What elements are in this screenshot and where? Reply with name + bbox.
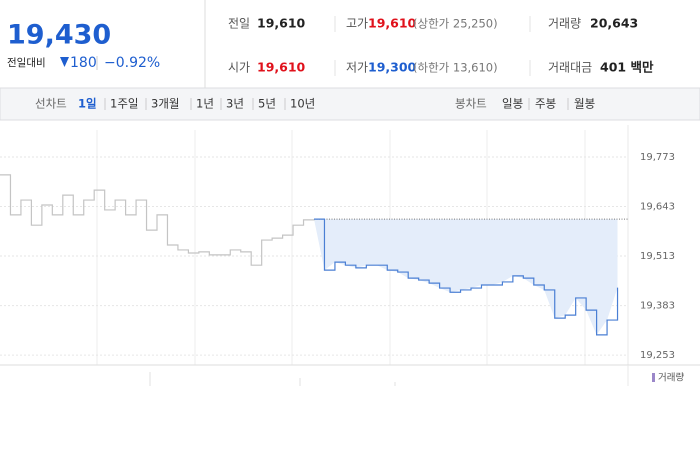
tab[interactable]: 3년 [226, 97, 244, 111]
limit: (하한가 13,610) [413, 61, 498, 75]
stat-value: 19,610 [257, 16, 306, 31]
tab[interactable]: 1일 [78, 97, 97, 111]
stat-label: 거래량 [548, 17, 581, 31]
y-tick-label: 19,513 [640, 251, 675, 262]
legend-label: 거래량 [658, 372, 684, 384]
change-rate: −0.92% [104, 55, 160, 71]
tab[interactable]: 10년 [290, 97, 315, 111]
y-tick-label: 19,383 [640, 301, 675, 312]
price-line [314, 218, 619, 336]
change-label: 전일대비 [7, 56, 46, 69]
tab-bar [0, 87, 700, 121]
tab[interactable]: 일봉 [502, 97, 523, 111]
stat-label: 거래대금 [548, 61, 592, 75]
stat-value: 401 백만 [600, 60, 654, 75]
tab[interactable]: 1주일 [110, 97, 138, 111]
area-fill [314, 219, 618, 335]
price-line [0, 174, 315, 266]
tab-group-label: 선차트 [35, 97, 67, 111]
y-tick-label: 19,643 [640, 202, 675, 213]
stat-value: 19,300 [368, 60, 417, 75]
tab[interactable]: 5년 [258, 97, 276, 111]
limit: (상한가 25,250) [413, 17, 498, 31]
tab[interactable]: 3개월 [151, 97, 179, 111]
change: 180 [70, 55, 97, 71]
tab[interactable]: 1년 [196, 97, 214, 111]
y-tick-label: 19,773 [640, 152, 675, 163]
stat-label: 시가 [228, 61, 250, 75]
down-arrow [60, 57, 69, 67]
stat-label: 고가 [346, 17, 368, 31]
stat-value: 19,610 [368, 16, 417, 31]
stat-value: 20,643 [590, 16, 638, 31]
stat-label: 저가 [346, 61, 368, 75]
price: 19,430 [7, 20, 111, 51]
tab-group-label: 봉차트 [455, 97, 487, 111]
tab[interactable]: 월봉 [574, 97, 595, 111]
stat-value: 19,610 [257, 60, 306, 75]
tab[interactable]: 주봉 [535, 97, 556, 111]
stat-label: 전일 [228, 17, 250, 31]
y-tick-label: 19,253 [640, 350, 675, 361]
legend-swatch [652, 373, 655, 382]
